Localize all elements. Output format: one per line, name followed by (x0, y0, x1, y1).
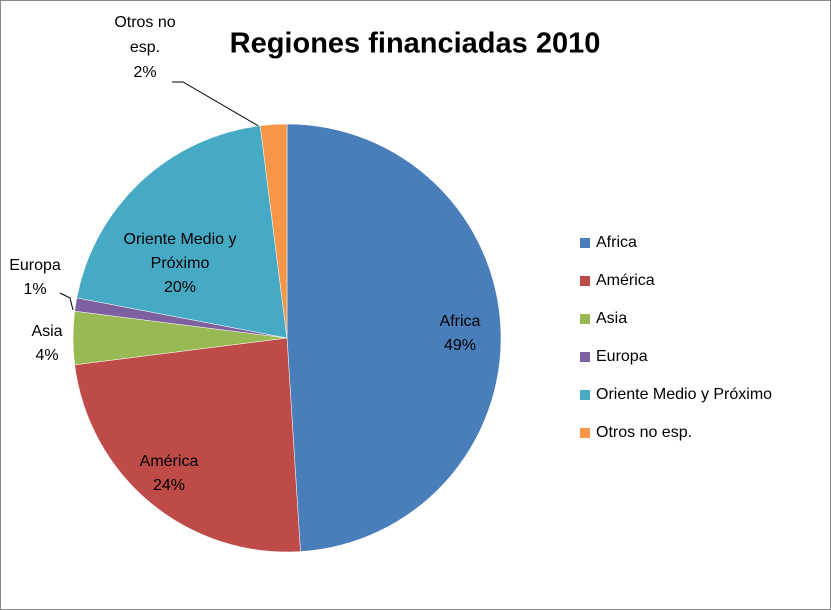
legend-label: Europa (596, 348, 648, 365)
data-label-name: América (139, 453, 199, 470)
legend-swatch (580, 390, 590, 400)
pie-slice (286, 123, 502, 552)
data-label-value: 1% (23, 281, 47, 298)
data-label: Europa 1% (0, 254, 70, 302)
data-label-value: 20% (163, 279, 197, 296)
data-label-name: Otros no esp. (114, 14, 176, 56)
data-label: América 24% (109, 450, 229, 498)
data-label: Africa 49% (400, 310, 520, 358)
legend-swatch (580, 238, 590, 248)
data-label: Asia 4% (17, 320, 77, 368)
legend-swatch (580, 314, 590, 324)
leader-line (59, 292, 74, 311)
legend-swatch (580, 428, 590, 438)
pie-slice (259, 123, 288, 339)
data-label-value: 4% (35, 347, 59, 364)
data-label-name: Oriente Medio y Próximo (123, 231, 237, 272)
chart-title: Regiones financiadas 2010 (230, 28, 601, 60)
data-label-name: Africa (439, 313, 481, 330)
data-label-value: 49% (443, 337, 477, 354)
data-label: Otros no esp. 2% (100, 10, 190, 85)
legend-label: Asia (596, 310, 627, 327)
legend-label: Otros no esp. (596, 424, 692, 441)
pie-slice (74, 337, 301, 553)
legend-label: América (596, 272, 655, 289)
data-label-value: 24% (152, 477, 186, 494)
data-label: Oriente Medio y Próximo 20% (105, 228, 255, 300)
data-label-name: Asia (31, 323, 63, 340)
legend-label: Oriente Medio y Próximo (596, 386, 772, 403)
legend-swatch (580, 352, 590, 362)
data-label-name: Europa (9, 257, 61, 274)
leader-line (172, 81, 263, 129)
data-label-value: 2% (133, 64, 157, 81)
legend-label: Africa (596, 234, 637, 251)
legend-swatch (580, 276, 590, 286)
pie-slice (76, 125, 288, 339)
